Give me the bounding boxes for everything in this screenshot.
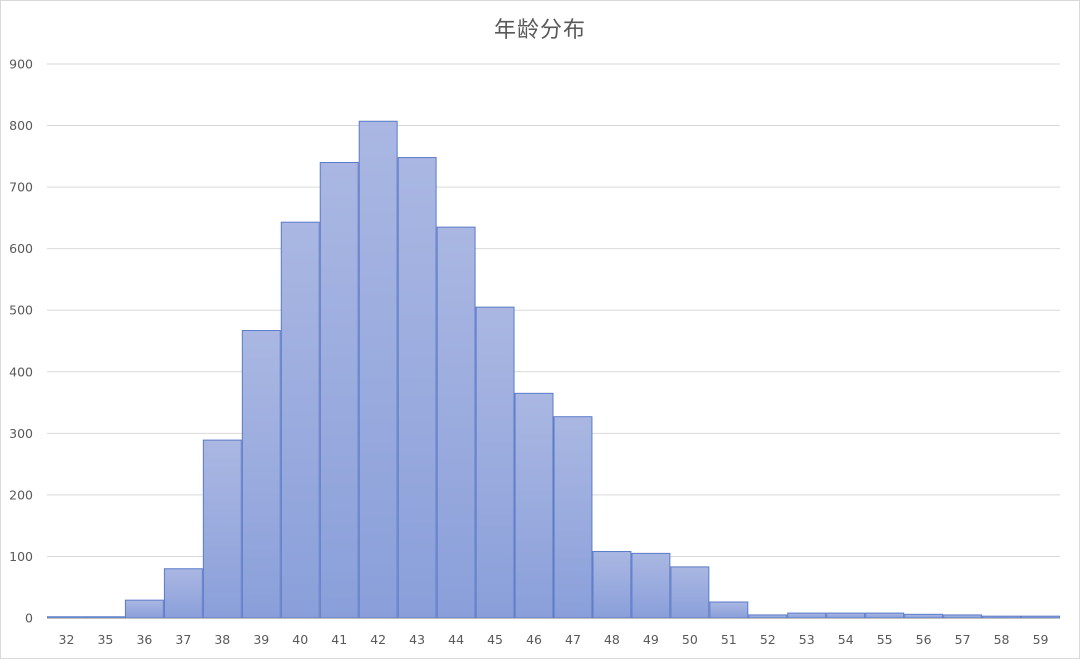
y-tick-label: 400 (9, 364, 33, 379)
bar (280, 221, 320, 619)
y-tick-label: 900 (9, 57, 33, 72)
x-tick-label: 49 (643, 632, 659, 647)
x-tick-label: 43 (409, 632, 425, 647)
y-tick-label: 800 (9, 118, 33, 133)
bar (904, 613, 944, 619)
x-tick-label: 57 (955, 632, 971, 647)
chart-title: 年龄分布 (493, 18, 586, 43)
x-tick-label: 35 (97, 632, 113, 647)
x-tick-label: 38 (214, 632, 230, 647)
y-tick-label: 500 (9, 303, 33, 318)
bar (475, 306, 515, 619)
x-tick-label: 40 (292, 632, 308, 647)
x-tick-label: 36 (136, 632, 152, 647)
bar (592, 551, 632, 619)
x-tick-label: 45 (487, 632, 503, 647)
bar (241, 330, 281, 619)
bar (397, 157, 437, 619)
bar (47, 616, 86, 619)
axes: 0 100 200 300 400 500 600 700 800 900 32 35 36 37 38 39… (9, 57, 1060, 647)
bar (358, 120, 398, 619)
x-tick-label: 52 (760, 632, 776, 647)
bar (709, 601, 749, 619)
bar (202, 439, 242, 619)
x-tick-label: 47 (565, 632, 581, 647)
x-tick-label: 55 (877, 632, 893, 647)
x-tick-label: 39 (253, 632, 269, 647)
bar (85, 616, 125, 619)
bar (436, 226, 476, 619)
x-tick-label: 44 (448, 632, 464, 647)
x-tick-label: 56 (916, 632, 932, 647)
bar (163, 568, 203, 619)
x-tick-label: 58 (994, 632, 1010, 647)
x-tick-label: 51 (721, 632, 737, 647)
bar (514, 392, 554, 619)
x-tick-label: 46 (526, 632, 542, 647)
x-tick-label: 42 (370, 632, 386, 647)
bar (826, 612, 866, 619)
x-tick-label: 59 (1033, 632, 1049, 647)
gridlines (47, 63, 1060, 557)
bar (631, 552, 671, 619)
bar (1021, 615, 1060, 619)
bar (319, 161, 359, 619)
y-tick-label: 0 (25, 611, 33, 626)
x-tick-label: 37 (175, 632, 191, 647)
y-tick-label: 100 (9, 549, 33, 564)
x-tick-label: 54 (838, 632, 854, 647)
bars (47, 120, 1060, 619)
y-tick-label: 200 (9, 487, 33, 502)
bar (553, 416, 593, 619)
bar (748, 614, 788, 619)
x-tick-label: 41 (331, 632, 347, 647)
bar (865, 612, 905, 619)
bar (670, 566, 710, 619)
bar (124, 599, 164, 619)
x-tick-label: 32 (59, 632, 75, 647)
bar (982, 615, 1022, 619)
bar (943, 614, 983, 619)
bar (787, 612, 827, 619)
y-tick-label: 700 (9, 180, 33, 195)
y-tick-label: 600 (9, 241, 33, 256)
x-tick-label: 50 (682, 632, 698, 647)
y-tick-label: 300 (9, 426, 33, 441)
x-tick-label: 53 (799, 632, 815, 647)
x-tick-label: 48 (604, 632, 620, 647)
